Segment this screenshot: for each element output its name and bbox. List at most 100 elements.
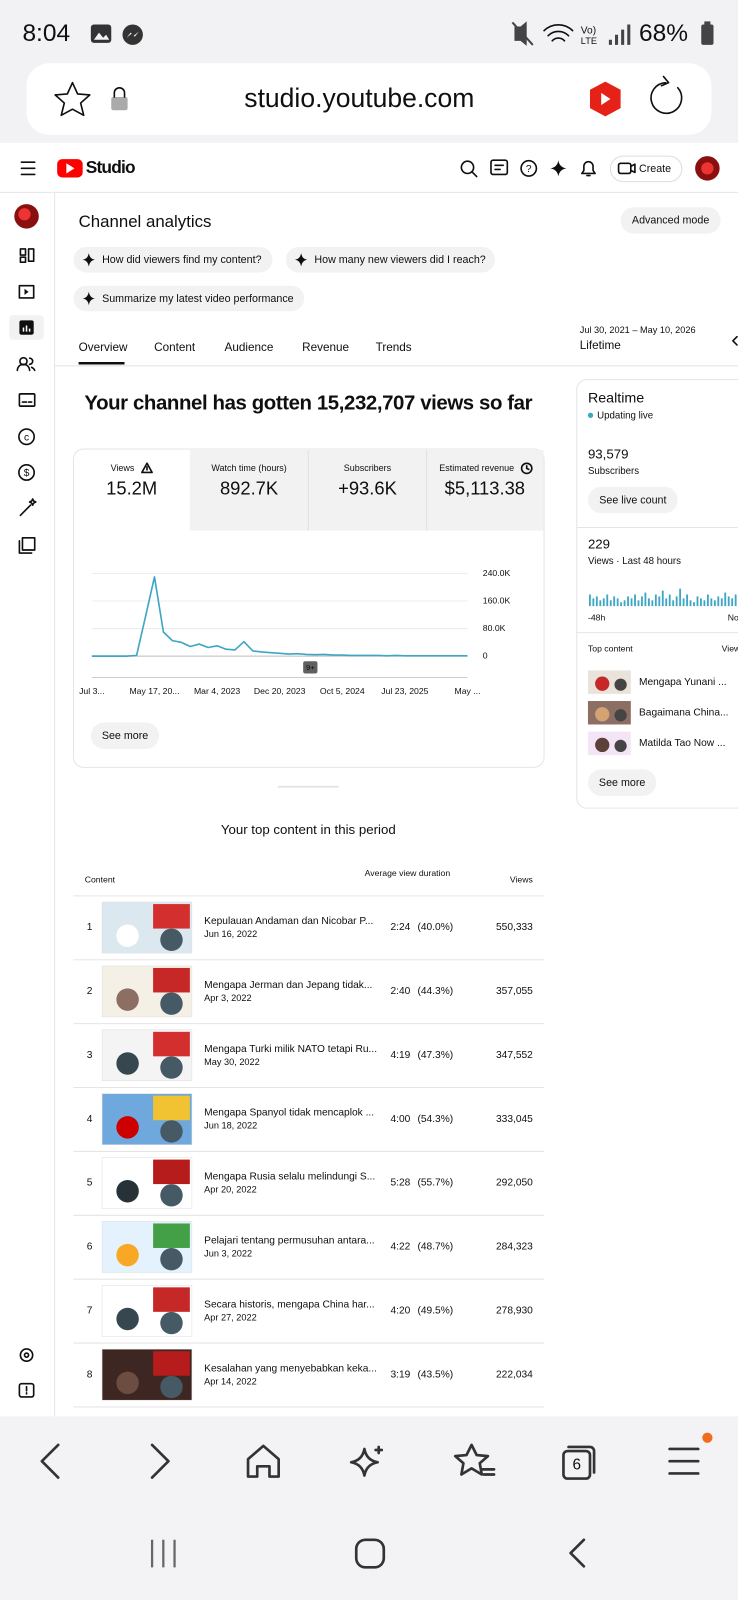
- prompt-text[interactable]: How did viewers find my content?: [102, 254, 262, 266]
- clock-hand: [525, 465, 530, 471]
- prompt-chip[interactable]: [73, 246, 273, 273]
- thumbnail-accent: [153, 1287, 190, 1312]
- realtime-bar: [724, 592, 727, 607]
- prompt-text[interactable]: How many new viewers did I reach?: [314, 254, 485, 266]
- thumbnail-figure: [116, 1052, 139, 1075]
- realtime-views-label: Views · Last 48 hours: [588, 556, 681, 567]
- realtime-see-more-button[interactable]: [587, 769, 657, 796]
- headline: Your channel has gotten 15,232,707 views…: [84, 392, 532, 414]
- tab[interactable]: Audience: [225, 341, 274, 354]
- video-title[interactable]: Mengapa Jerman dan Jepang tidak...: [204, 980, 372, 991]
- metric-label[interactable]: Watch time (hours): [211, 463, 286, 473]
- x-tick-label: Jul 23, 2025: [381, 686, 428, 696]
- realtime-bar: [613, 596, 616, 607]
- thumbnail-accent: [153, 967, 190, 993]
- recents-button[interactable]: [150, 1539, 176, 1568]
- thumbnail-figure: [116, 988, 139, 1011]
- video-title[interactable]: Mengapa Turki milik NATO tetapi Ru...: [204, 1044, 377, 1055]
- prompt-text[interactable]: Summarize my latest video performance: [102, 293, 294, 305]
- svg-text:c: c: [24, 432, 29, 443]
- thumbnail-accent: [153, 1223, 190, 1248]
- advanced-mode: Advanced mode: [632, 215, 709, 227]
- prompt-chip[interactable]: [73, 285, 305, 312]
- realtime-thumb-figure: [614, 709, 627, 722]
- avg-duration: 2:24: [391, 922, 411, 933]
- tab[interactable]: Trends: [376, 341, 412, 354]
- browser-nav: [40, 1432, 713, 1569]
- realtime-view-more[interactable]: View more: [722, 643, 738, 653]
- home-button[interactable]: [246, 1444, 280, 1478]
- video-title[interactable]: Mengapa Rusia selalu melindungi S...: [204, 1172, 375, 1183]
- video-title[interactable]: Secara historis, mengapa China har...: [204, 1299, 374, 1310]
- video-date: May 30, 2022: [204, 1057, 260, 1067]
- badge[interactable]: 9+: [306, 663, 315, 672]
- metric-value[interactable]: 15.2M: [106, 478, 157, 499]
- avg-duration: 4:22: [391, 1242, 411, 1253]
- metric-label[interactable]: Subscribers: [344, 463, 392, 473]
- metric-value[interactable]: 892.7K: [220, 478, 279, 499]
- realtime-bar: [731, 598, 734, 607]
- advanced-mode-button[interactable]: [620, 207, 721, 234]
- realtime-item[interactable]: Mengapa Yunani ...: [639, 677, 727, 688]
- row-rank: 4: [87, 1114, 93, 1125]
- column-header: Views: [510, 874, 534, 884]
- avg-duration: 3:19: [391, 1369, 411, 1380]
- realtime-bar: [720, 598, 723, 607]
- see-more[interactable]: See more: [102, 730, 148, 742]
- see-more-button[interactable]: [90, 722, 160, 749]
- system-back[interactable]: [569, 1538, 586, 1568]
- see-live-count-button[interactable]: [587, 486, 678, 514]
- see-live-count[interactable]: See live count: [599, 494, 666, 506]
- home-gesture[interactable]: [354, 1538, 386, 1569]
- realtime-see-more[interactable]: See more: [599, 777, 645, 789]
- metric-value[interactable]: $5,113.38: [445, 478, 525, 499]
- x-tick-label: Oct 5, 2024: [320, 686, 365, 696]
- realtime-bar: [606, 594, 609, 607]
- date-range[interactable]: Jul 30, 2021 – May 10, 2026: [580, 325, 696, 335]
- avg-duration: 4:19: [391, 1050, 411, 1061]
- back-button[interactable]: [40, 1443, 60, 1479]
- realtime-thumb-figure: [614, 678, 627, 691]
- metric-label[interactable]: Views: [111, 463, 135, 473]
- avg-percent: (55.7%): [417, 1178, 453, 1189]
- metric-label[interactable]: Estimated revenue: [439, 463, 514, 473]
- realtime-item[interactable]: Matilda Tao Now ...: [639, 738, 725, 749]
- video-title[interactable]: Kesalahan yang menyebabkan keka...: [204, 1363, 377, 1374]
- bookmarks-button[interactable]: [453, 1443, 496, 1476]
- date-chevron[interactable]: [732, 335, 738, 346]
- thumbnail-accent: [153, 1351, 190, 1376]
- realtime-bar: [686, 594, 688, 607]
- sidebar-icons: c $: [9, 204, 44, 1398]
- tab[interactable]: Overview: [79, 341, 128, 354]
- realtime-item[interactable]: Bagaimana China...: [639, 707, 728, 718]
- svg-text:?: ?: [526, 164, 532, 175]
- realtime-bar: [675, 596, 678, 607]
- video-title[interactable]: Mengapa Spanyol tidak mencaplok ...: [204, 1108, 374, 1119]
- avg-duration: 4:00: [391, 1114, 411, 1125]
- row-views: 550,333: [496, 922, 533, 933]
- thumbnail-accent: [153, 1159, 190, 1185]
- tabs-button[interactable]: [562, 1449, 592, 1480]
- period[interactable]: Lifetime: [580, 339, 621, 352]
- tab-count[interactable]: 6: [572, 1456, 581, 1473]
- video-title[interactable]: Pelajari tentang permusuhan antara...: [204, 1236, 374, 1247]
- address-bar[interactable]: [26, 63, 712, 135]
- tab[interactable]: Content: [154, 341, 196, 354]
- assistant-button[interactable]: [349, 1445, 384, 1477]
- realtime-bar: [627, 596, 629, 607]
- forward-button[interactable]: [150, 1443, 170, 1479]
- menu-button[interactable]: [668, 1447, 700, 1475]
- tab[interactable]: Revenue: [302, 341, 349, 354]
- video-title[interactable]: Kepulauan Andaman dan Nicobar P...: [204, 916, 373, 927]
- sparkle-icon: [294, 253, 308, 267]
- badge-bg[interactable]: [303, 661, 318, 674]
- status-time: 8:04: [22, 20, 70, 47]
- row-rank: 1: [87, 922, 93, 933]
- prompt-chip[interactable]: [285, 246, 496, 273]
- realtime-thumb-figure: [614, 739, 627, 753]
- metric-value[interactable]: +93.6K: [338, 478, 397, 499]
- realtime-axis-end: Now: [728, 613, 738, 623]
- realtime-status: Updating live: [597, 410, 653, 421]
- address-icons: [54, 75, 683, 117]
